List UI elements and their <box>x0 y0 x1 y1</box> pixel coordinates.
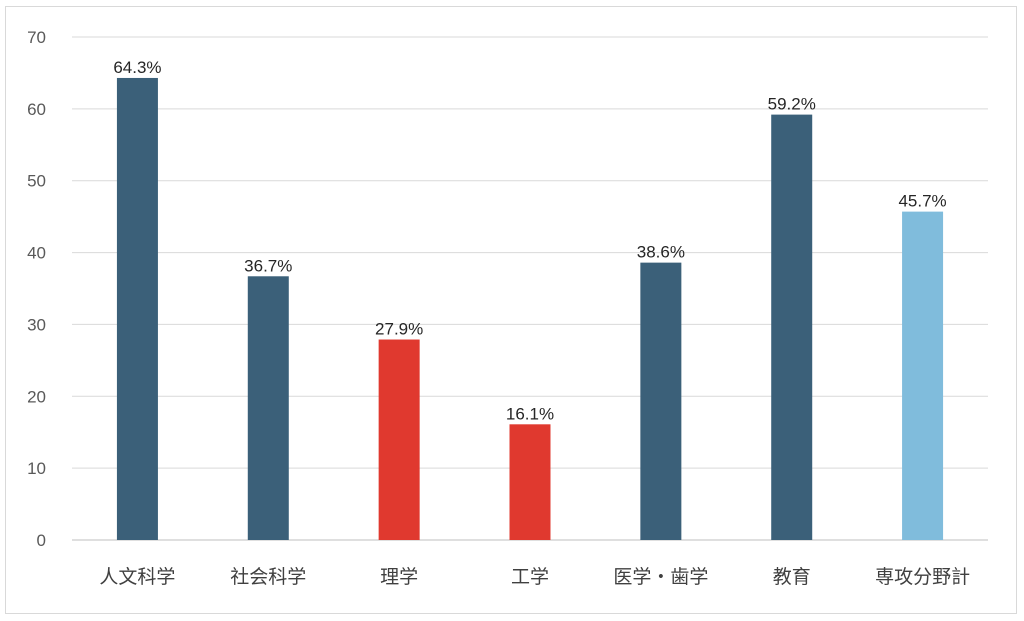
y-tick-label: 30 <box>27 315 46 334</box>
category-label: 工学 <box>511 566 549 588</box>
bar-data-label: 38.6% <box>637 243 685 262</box>
y-tick-label: 40 <box>27 244 46 263</box>
bar <box>116 77 158 541</box>
y-tick-label: 10 <box>27 459 46 478</box>
category-label: 教育 <box>773 566 811 588</box>
y-tick-label: 0 <box>37 531 46 550</box>
y-axis-ticks: 0 10 20 30 40 50 60 70 <box>27 28 46 550</box>
bar <box>247 276 289 540</box>
bar <box>378 339 420 540</box>
y-tick-label: 50 <box>27 172 46 191</box>
bar-data-label: 16.1% <box>506 404 554 423</box>
bar <box>509 424 551 540</box>
y-tick-label: 70 <box>27 28 46 47</box>
bar <box>771 114 813 540</box>
category-label: 医学・歯学 <box>613 566 708 588</box>
bar <box>902 211 944 540</box>
data-labels: 64.3% 36.7% 27.9% 16.1% 38.6% 59.2% 45.7% <box>113 58 946 423</box>
gridlines <box>72 36 988 541</box>
category-label: 理学 <box>380 566 418 588</box>
bar <box>640 262 682 540</box>
bar-data-label: 27.9% <box>375 320 423 339</box>
bar-data-label: 59.2% <box>768 95 816 114</box>
bar-data-label: 36.7% <box>244 256 292 275</box>
y-tick-label: 20 <box>27 387 46 406</box>
bar-data-label: 64.3% <box>113 58 161 77</box>
bar-data-label: 45.7% <box>898 192 946 211</box>
x-axis-categories: 人文科学 社会科学 理学 工学 医学・歯学 教育 専攻分野計 <box>99 566 970 588</box>
category-label: 人文科学 <box>99 566 175 588</box>
category-label: 社会科学 <box>230 566 306 588</box>
y-tick-label: 60 <box>27 100 46 119</box>
bars <box>116 77 944 541</box>
category-label: 専攻分野計 <box>875 566 970 588</box>
